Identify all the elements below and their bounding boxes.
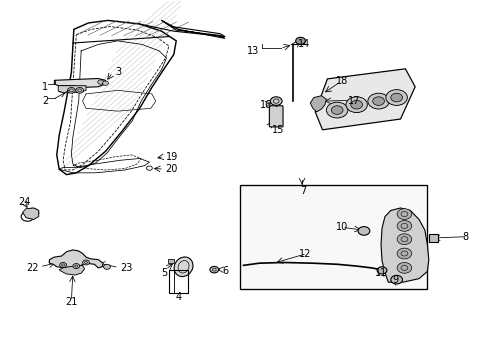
Ellipse shape (174, 257, 193, 276)
Text: 12: 12 (299, 248, 311, 258)
Bar (428, 234, 437, 242)
Text: 23: 23 (120, 263, 132, 273)
Circle shape (357, 226, 369, 235)
Text: 22: 22 (26, 263, 39, 273)
Text: 19: 19 (165, 152, 178, 162)
Circle shape (326, 102, 347, 118)
Polygon shape (49, 250, 103, 268)
Circle shape (73, 264, 80, 269)
Circle shape (295, 37, 305, 44)
Polygon shape (310, 96, 326, 112)
Circle shape (98, 80, 103, 84)
Text: 9: 9 (392, 275, 398, 285)
Bar (239, 185, 427, 289)
Circle shape (350, 100, 362, 109)
Text: 5: 5 (161, 268, 167, 278)
Text: 2: 2 (42, 96, 48, 106)
Text: 15: 15 (272, 125, 284, 135)
Circle shape (60, 262, 66, 267)
Text: 6: 6 (222, 266, 228, 276)
Circle shape (376, 267, 386, 274)
Circle shape (209, 266, 218, 273)
Text: 14: 14 (298, 39, 310, 49)
Circle shape (25, 211, 35, 219)
Polygon shape (315, 69, 414, 130)
Circle shape (82, 260, 89, 265)
Text: 7: 7 (299, 186, 305, 196)
Circle shape (390, 93, 402, 102)
Text: 24: 24 (18, 197, 30, 207)
Circle shape (396, 209, 411, 220)
Polygon shape (59, 265, 84, 275)
Circle shape (76, 87, 83, 93)
Text: 10: 10 (335, 222, 347, 231)
Text: 4: 4 (175, 292, 182, 302)
Text: 18: 18 (335, 76, 347, 86)
Text: 17: 17 (347, 96, 360, 106)
Polygon shape (58, 86, 86, 93)
Text: 21: 21 (65, 297, 78, 307)
Circle shape (345, 97, 366, 113)
Circle shape (367, 93, 388, 109)
Text: 1: 1 (42, 82, 48, 92)
Circle shape (385, 90, 407, 105)
Bar (168, 270, 188, 293)
Text: 20: 20 (165, 164, 178, 174)
Circle shape (372, 97, 384, 105)
Polygon shape (380, 208, 428, 282)
Circle shape (396, 221, 411, 231)
Circle shape (396, 262, 411, 273)
Circle shape (103, 264, 110, 269)
Bar (167, 259, 173, 263)
Text: 13: 13 (246, 46, 259, 56)
Text: 16: 16 (260, 100, 272, 110)
Circle shape (102, 81, 108, 85)
FancyBboxPatch shape (269, 106, 283, 127)
Polygon shape (54, 78, 105, 87)
Text: 11: 11 (374, 268, 386, 278)
Text: 8: 8 (462, 232, 468, 242)
Polygon shape (22, 208, 39, 220)
Circle shape (67, 87, 75, 93)
Circle shape (390, 275, 402, 284)
Text: 3: 3 (115, 67, 121, 77)
Circle shape (396, 248, 411, 259)
Circle shape (396, 234, 411, 244)
Circle shape (270, 97, 282, 105)
Circle shape (330, 106, 342, 114)
